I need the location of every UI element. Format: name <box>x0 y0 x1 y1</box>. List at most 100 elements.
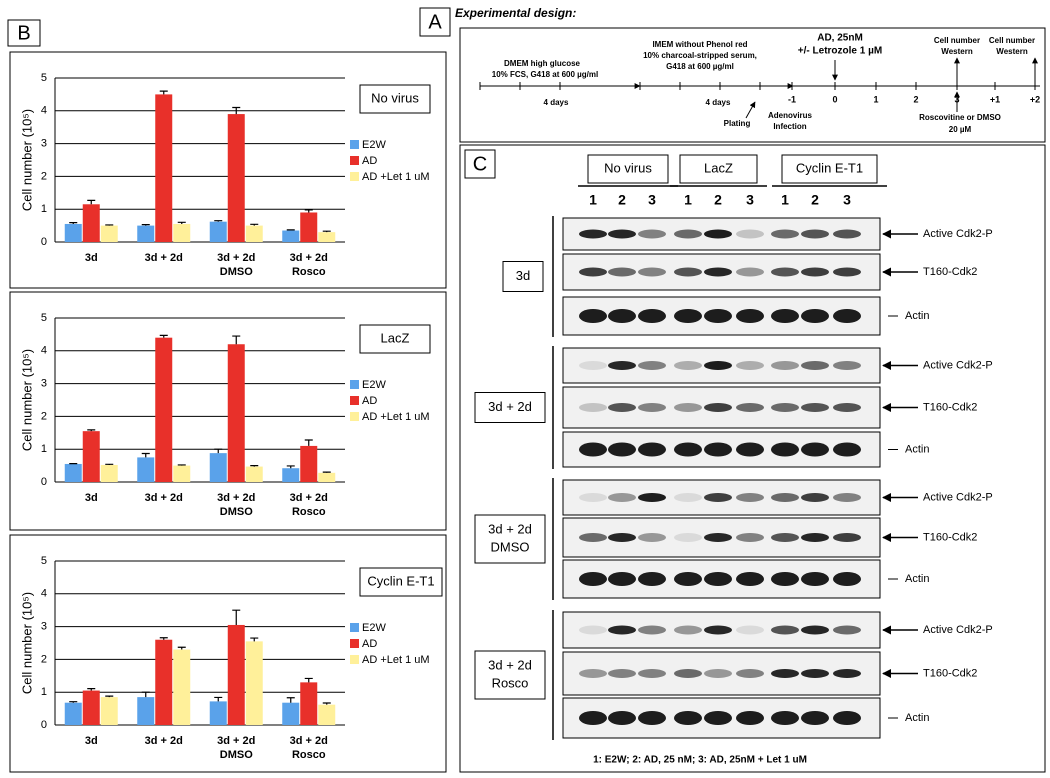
y-tick-label: 0 <box>41 236 47 248</box>
bar <box>300 212 318 242</box>
band <box>736 493 764 502</box>
band <box>801 309 829 323</box>
band <box>801 267 829 277</box>
bar <box>82 431 100 482</box>
band <box>771 267 799 277</box>
lane-number: 2 <box>714 192 722 208</box>
band <box>579 229 607 239</box>
bar <box>137 225 155 242</box>
band <box>608 572 636 586</box>
band <box>801 533 829 542</box>
bar <box>173 649 191 725</box>
design-text: Infection <box>773 122 806 131</box>
band <box>704 711 732 725</box>
band <box>833 267 861 277</box>
panel-label: C <box>473 153 487 175</box>
y-tick-label: 4 <box>41 588 47 600</box>
group-box <box>474 392 546 423</box>
y-tick-label: 2 <box>41 410 47 422</box>
bar <box>100 697 118 725</box>
bar <box>318 472 336 482</box>
design-text: G418 at 600 µg/ml <box>666 62 734 71</box>
band <box>801 493 829 502</box>
band <box>579 267 607 277</box>
x-tick-label: 3d + 2d <box>217 735 255 747</box>
x-tick-label: DMSO <box>220 266 253 278</box>
legend-swatch <box>350 623 359 632</box>
band <box>579 625 607 635</box>
error-bar <box>214 696 223 702</box>
band <box>608 669 636 678</box>
band <box>704 669 732 678</box>
band <box>771 442 799 457</box>
band <box>638 403 666 412</box>
error-bar <box>105 463 114 465</box>
band <box>771 493 799 502</box>
chart-title: Cyclin E-T1 <box>367 573 434 588</box>
band <box>736 361 764 370</box>
band <box>771 361 799 370</box>
lane-number: 3 <box>746 192 754 208</box>
design-text: +/- Letrozole 1 µM <box>798 46 882 57</box>
band <box>771 309 799 323</box>
band <box>638 361 666 370</box>
group-label: 3d <box>516 268 530 283</box>
panel-label-box <box>464 149 496 179</box>
band <box>674 403 702 412</box>
blot-footnote: 1: E2W; 2: AD, 25 nM; 3: AD, 25nM + Let … <box>593 755 807 766</box>
band <box>736 669 764 678</box>
band <box>579 533 607 542</box>
timeline-label: +1 <box>990 94 1000 104</box>
band <box>704 403 732 412</box>
band <box>579 493 607 502</box>
marker-label: Actin <box>905 573 929 585</box>
x-tick-label: Rosco <box>292 749 326 761</box>
condition-label: No virus <box>604 160 652 175</box>
chart-title-box <box>359 567 443 597</box>
lane-number: 1 <box>589 192 597 208</box>
y-tick-label: 1 <box>41 443 47 455</box>
band <box>833 625 861 635</box>
bar <box>282 230 300 242</box>
timeline-label: 1 <box>873 94 878 104</box>
lane-number: 2 <box>811 192 819 208</box>
chart-title: LacZ <box>381 330 410 345</box>
chart-title-box <box>359 84 431 114</box>
group-box <box>502 261 544 292</box>
bar <box>137 697 155 725</box>
legend-label: E2W <box>362 379 386 391</box>
band <box>833 361 861 370</box>
timeline-label: -1 <box>788 94 796 104</box>
band <box>638 533 666 542</box>
legend-swatch <box>350 639 359 648</box>
x-tick-label: 3d + 2d <box>290 492 328 504</box>
error-bar <box>159 637 168 640</box>
y-tick-label: 4 <box>41 105 47 117</box>
error-bar <box>250 223 259 226</box>
design-text: Adenovirus <box>768 111 813 120</box>
band <box>638 493 666 502</box>
panel-label-box <box>7 19 41 47</box>
chart-title-box <box>359 324 431 354</box>
y-tick-label: 3 <box>41 138 47 150</box>
band <box>608 625 636 635</box>
band <box>801 669 829 678</box>
legend-swatch <box>350 396 359 405</box>
error-bar <box>141 224 150 226</box>
y-tick-label: 0 <box>41 476 47 488</box>
design-text: Western <box>941 47 973 56</box>
condition-box <box>679 154 758 184</box>
marker-label: Active Cdk2-P <box>923 624 993 636</box>
band <box>608 361 636 370</box>
bar <box>82 690 100 725</box>
arrow <box>745 101 756 119</box>
x-tick-label: 3d <box>85 252 98 264</box>
error-bar <box>177 646 186 650</box>
legend-swatch <box>350 172 359 181</box>
band <box>704 493 732 502</box>
timeline-label: 2 <box>913 94 918 104</box>
band <box>674 625 702 635</box>
bar <box>282 702 300 725</box>
timeline-label: 3 <box>954 94 959 104</box>
legend-swatch <box>350 156 359 165</box>
